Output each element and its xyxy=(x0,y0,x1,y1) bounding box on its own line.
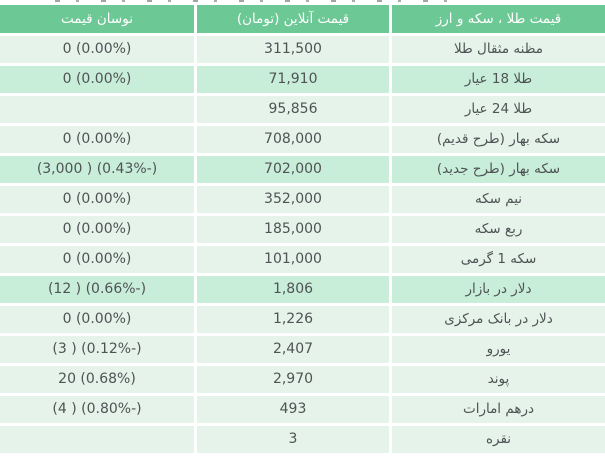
table-row: طلا 18 عیار 71,910 0 (0.00%) xyxy=(0,66,605,93)
online-price-cell: 1,226 xyxy=(197,306,389,333)
instrument-name-cell: درهم امارات xyxy=(392,396,605,423)
table-row: دلار در بازار 1,806 (12 ) (0.66%-) xyxy=(0,276,605,303)
online-price-cell: 1,806 xyxy=(197,276,389,303)
price-fluctuation-cell: 0 (0.00%) xyxy=(0,246,194,273)
price-fluctuation-cell xyxy=(0,96,194,123)
instrument-name-cell: طلا 18 عیار xyxy=(392,66,605,93)
price-fluctuation-cell: 0 (0.00%) xyxy=(0,126,194,153)
online-price-cell: 352,000 xyxy=(197,186,389,213)
clipped-text-remnant xyxy=(55,0,455,2)
price-fluctuation-cell: 0 (0.00%) xyxy=(0,36,194,63)
table-row: مظنه مثقال طلا 311,500 0 (0.00%) xyxy=(0,36,605,63)
online-price-cell: 702,000 xyxy=(197,156,389,183)
instrument-name-cell: طلا 24 عیار xyxy=(392,96,605,123)
instrument-name-cell: سکه بهار (طرح قدیم) xyxy=(392,126,605,153)
table-header-row: قیمت طلا ، سکه و ارز قیمت آنلاین (تومان)… xyxy=(0,5,605,33)
table-row: پوند 2,970 20 (0.68%) xyxy=(0,366,605,393)
price-table: قیمت طلا ، سکه و ارز قیمت آنلاین (تومان)… xyxy=(0,5,605,453)
instrument-name-cell: ربع سکه xyxy=(392,216,605,243)
online-price-cell: 2,970 xyxy=(197,366,389,393)
header-instrument: قیمت طلا ، سکه و ارز xyxy=(392,5,605,33)
instrument-name-cell: نقره xyxy=(392,426,605,453)
online-price-cell: 185,000 xyxy=(197,216,389,243)
online-price-cell: 3 xyxy=(197,426,389,453)
price-fluctuation-cell: 0 (0.00%) xyxy=(0,186,194,213)
table-row: نقره 3 xyxy=(0,426,605,453)
online-price-cell: 493 xyxy=(197,396,389,423)
table-row: طلا 24 عیار 95,856 xyxy=(0,96,605,123)
price-fluctuation-cell: (4 ) (0.80%-) xyxy=(0,396,194,423)
instrument-name-cell: سکه 1 گرمی xyxy=(392,246,605,273)
table-row: ربع سکه 185,000 0 (0.00%) xyxy=(0,216,605,243)
price-fluctuation-cell xyxy=(0,426,194,453)
instrument-name-cell: یورو xyxy=(392,336,605,363)
price-fluctuation-cell: 0 (0.00%) xyxy=(0,306,194,333)
price-fluctuation-cell: 0 (0.00%) xyxy=(0,216,194,243)
table-row: دلار در بانک مرکزی 1,226 0 (0.00%) xyxy=(0,306,605,333)
table-row: یورو 2,407 (3 ) (0.12%-) xyxy=(0,336,605,363)
online-price-cell: 2,407 xyxy=(197,336,389,363)
table-row: نیم سکه 352,000 0 (0.00%) xyxy=(0,186,605,213)
table-row: سکه بهار (طرح قدیم) 708,000 0 (0.00%) xyxy=(0,126,605,153)
instrument-name-cell: مظنه مثقال طلا xyxy=(392,36,605,63)
price-fluctuation-cell: (3 ) (0.12%-) xyxy=(0,336,194,363)
online-price-cell: 101,000 xyxy=(197,246,389,273)
table-row: سکه بهار (طرح جدید) 702,000 (3,000 ) (0.… xyxy=(0,156,605,183)
table-row: سکه 1 گرمی 101,000 0 (0.00%) xyxy=(0,246,605,273)
price-fluctuation-cell: (3,000 ) (0.43%-) xyxy=(0,156,194,183)
online-price-cell: 71,910 xyxy=(197,66,389,93)
online-price-cell: 708,000 xyxy=(197,126,389,153)
instrument-name-cell: سکه بهار (طرح جدید) xyxy=(392,156,605,183)
instrument-name-cell: دلار در بازار xyxy=(392,276,605,303)
price-fluctuation-cell: 0 (0.00%) xyxy=(0,66,194,93)
header-online-price: قیمت آنلاین (تومان) xyxy=(197,5,389,33)
table-body: مظنه مثقال طلا 311,500 0 (0.00%) طلا 18 … xyxy=(0,36,605,453)
instrument-name-cell: دلار در بانک مرکزی xyxy=(392,306,605,333)
instrument-name-cell: پوند xyxy=(392,366,605,393)
instrument-name-cell: نیم سکه xyxy=(392,186,605,213)
price-fluctuation-cell: 20 (0.68%) xyxy=(0,366,194,393)
table-row: درهم امارات 493 (4 ) (0.80%-) xyxy=(0,396,605,423)
price-fluctuation-cell: (12 ) (0.66%-) xyxy=(0,276,194,303)
header-price-fluctuation: نوسان قیمت xyxy=(0,5,194,33)
online-price-cell: 311,500 xyxy=(197,36,389,63)
online-price-cell: 95,856 xyxy=(197,96,389,123)
